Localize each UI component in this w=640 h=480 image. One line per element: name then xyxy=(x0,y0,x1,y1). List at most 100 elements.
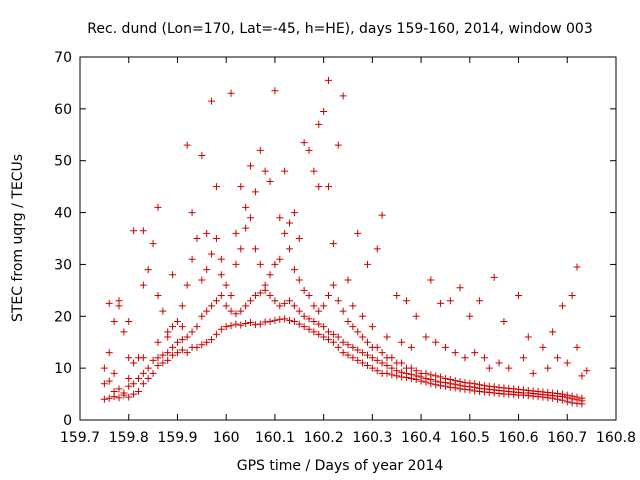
data-point xyxy=(339,338,347,346)
data-point xyxy=(363,351,371,359)
data-point xyxy=(490,383,498,391)
data-point xyxy=(325,292,333,300)
y-tick-label: 20 xyxy=(54,309,72,325)
data-point xyxy=(144,364,152,372)
x-tick-label: 160.5 xyxy=(450,430,490,446)
data-point xyxy=(310,317,318,325)
data-point xyxy=(208,250,216,258)
data-point xyxy=(266,292,274,300)
data-point xyxy=(578,394,586,402)
x-tick-label: 160.6 xyxy=(498,430,538,446)
data-point xyxy=(188,209,196,217)
data-point xyxy=(310,167,318,175)
data-point xyxy=(256,146,264,154)
data-point xyxy=(329,330,337,338)
data-point xyxy=(261,167,269,175)
data-point xyxy=(266,177,274,185)
data-point xyxy=(237,307,245,315)
data-point xyxy=(130,359,138,367)
data-point xyxy=(115,297,123,305)
data-point xyxy=(471,349,479,357)
data-point xyxy=(110,369,118,377)
data-point xyxy=(515,292,523,300)
data-point xyxy=(305,315,313,323)
data-point xyxy=(208,302,216,310)
data-point xyxy=(339,349,347,357)
data-point xyxy=(349,323,357,331)
data-point xyxy=(100,364,108,372)
data-point xyxy=(115,394,123,402)
data-point xyxy=(290,209,298,217)
data-point xyxy=(198,341,206,349)
data-point xyxy=(212,183,220,191)
data-point xyxy=(164,349,172,357)
data-point xyxy=(476,297,484,305)
data-point xyxy=(334,343,342,351)
data-point xyxy=(193,343,201,351)
data-point xyxy=(310,302,318,310)
x-tick-label: 159.9 xyxy=(157,430,197,446)
data-point xyxy=(568,392,576,400)
data-point xyxy=(407,364,415,372)
data-point xyxy=(169,271,177,279)
data-point xyxy=(125,375,133,383)
data-point xyxy=(208,97,216,105)
data-point xyxy=(500,317,508,325)
data-point xyxy=(251,245,259,253)
data-point xyxy=(154,362,162,370)
data-point xyxy=(388,354,396,362)
data-point xyxy=(344,276,352,284)
data-point xyxy=(120,328,128,336)
data-point xyxy=(368,364,376,372)
data-point xyxy=(281,315,289,323)
data-point xyxy=(495,383,503,391)
y-tick-label: 30 xyxy=(54,257,72,273)
data-point xyxy=(325,76,333,84)
data-point xyxy=(549,328,557,336)
data-point xyxy=(383,333,391,341)
data-point xyxy=(539,343,547,351)
data-point xyxy=(125,354,133,362)
data-point xyxy=(281,167,289,175)
data-point xyxy=(227,307,235,315)
data-point xyxy=(305,325,313,333)
data-point xyxy=(563,391,571,399)
data-point xyxy=(505,364,513,372)
data-point xyxy=(422,333,430,341)
data-point xyxy=(290,266,298,274)
data-point xyxy=(134,375,142,383)
data-point xyxy=(125,382,133,390)
data-point xyxy=(227,322,235,330)
data-point xyxy=(149,356,157,364)
data-point xyxy=(432,372,440,380)
data-point xyxy=(139,354,147,362)
data-point xyxy=(407,343,415,351)
data-point xyxy=(105,394,113,402)
x-tick-label: 160 xyxy=(213,430,240,446)
data-point xyxy=(573,393,581,401)
data-point xyxy=(247,297,255,305)
data-point xyxy=(427,371,435,379)
data-point xyxy=(232,229,240,237)
data-point xyxy=(188,328,196,336)
data-point xyxy=(261,281,269,289)
data-point xyxy=(290,317,298,325)
data-point xyxy=(354,346,362,354)
data-point xyxy=(373,343,381,351)
data-point xyxy=(222,302,230,310)
data-point xyxy=(256,320,264,328)
data-point xyxy=(519,354,527,362)
data-point xyxy=(373,356,381,364)
data-point xyxy=(505,384,513,392)
data-point xyxy=(393,367,401,375)
data-point xyxy=(183,281,191,289)
data-point xyxy=(188,255,196,263)
data-point xyxy=(339,307,347,315)
data-point xyxy=(227,292,235,300)
data-point xyxy=(237,245,245,253)
data-point xyxy=(154,354,162,362)
y-axis-label: STEC from uqrg / TECUs xyxy=(10,154,26,322)
data-point xyxy=(437,299,445,307)
data-point xyxy=(159,359,167,367)
x-tick-label: 159.7 xyxy=(60,430,100,446)
